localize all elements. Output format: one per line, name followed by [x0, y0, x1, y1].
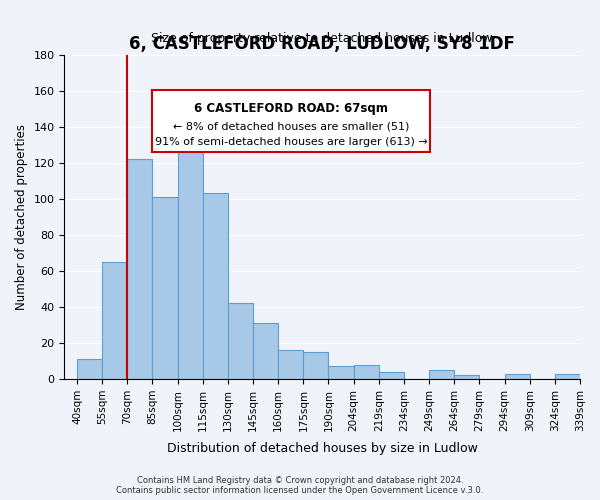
Bar	[278, 350, 304, 379]
Y-axis label: Number of detached properties: Number of detached properties	[15, 124, 28, 310]
Title: 6, CASTLEFORD ROAD, LUDLOW, SY8 1DF: 6, CASTLEFORD ROAD, LUDLOW, SY8 1DF	[129, 35, 515, 53]
Bar	[152, 197, 178, 379]
Bar	[77, 359, 102, 379]
Text: ← 8% of detached houses are smaller (51): ← 8% of detached houses are smaller (51)	[173, 121, 409, 131]
X-axis label: Distribution of detached houses by size in Ludlow: Distribution of detached houses by size …	[167, 442, 478, 455]
Bar	[178, 138, 203, 379]
Bar	[304, 352, 328, 379]
Bar	[429, 370, 454, 379]
Bar	[454, 376, 479, 379]
Text: Size of property relative to detached houses in Ludlow: Size of property relative to detached ho…	[151, 32, 493, 45]
Bar	[505, 374, 530, 379]
Bar	[328, 366, 353, 379]
Bar	[203, 194, 228, 379]
Text: Contains HM Land Registry data © Crown copyright and database right 2024.
Contai: Contains HM Land Registry data © Crown c…	[116, 476, 484, 495]
Bar	[127, 159, 152, 379]
Text: 6 CASTLEFORD ROAD: 67sqm: 6 CASTLEFORD ROAD: 67sqm	[194, 102, 388, 114]
Bar	[102, 262, 127, 379]
Bar	[228, 304, 253, 379]
Bar	[555, 374, 580, 379]
Bar	[353, 364, 379, 379]
FancyBboxPatch shape	[152, 90, 430, 152]
Bar	[379, 372, 404, 379]
Text: 91% of semi-detached houses are larger (613) →: 91% of semi-detached houses are larger (…	[155, 138, 428, 147]
Bar	[253, 323, 278, 379]
